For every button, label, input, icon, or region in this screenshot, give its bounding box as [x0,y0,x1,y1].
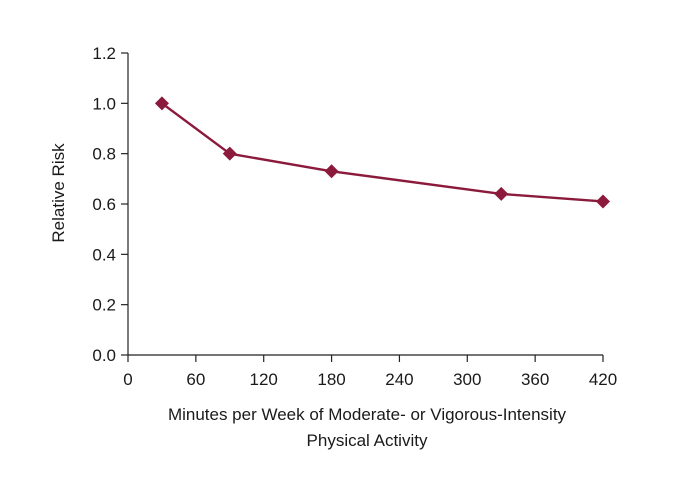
y-axis: 0.0 0.2 0.4 0.6 0.8 1.0 1.2 [92,44,129,365]
x-tick-label: 60 [186,370,205,389]
y-tick-label: 0.2 [92,296,116,315]
x-ticks: 0 60 120 180 240 300 360 420 [123,355,617,389]
y-tick-label: 0.0 [92,346,116,365]
y-tick-label: 0.8 [92,145,116,164]
series-layer [154,96,610,209]
x-tick-label: 120 [250,370,278,389]
data-point-marker [596,194,610,209]
y-tick-label: 0.4 [92,245,116,264]
data-point-marker [494,186,509,201]
y-axis-label: Relative Risk [49,143,68,243]
x-tick-label: 300 [453,370,481,389]
x-axis-label-line-1: Minutes per Week of Moderate- or Vigorou… [168,405,567,424]
y-tick-label: 1.0 [92,94,116,113]
x-tick-label: 0 [123,370,132,389]
y-ticks: 0.0 0.2 0.4 0.6 0.8 1.0 1.2 [92,44,128,365]
x-axis-label-line-2: Physical Activity [307,431,428,450]
data-point-marker [154,96,169,111]
data-point-marker [324,164,339,179]
x-axis: 0 60 120 180 240 300 360 420 [123,354,617,389]
data-point-marker [222,146,237,161]
x-tick-label: 420 [589,370,617,389]
x-tick-label: 360 [521,370,549,389]
y-tick-label: 1.2 [92,44,116,63]
y-tick-label: 0.6 [92,195,116,214]
x-tick-label: 240 [385,370,413,389]
x-tick-label: 180 [317,370,345,389]
